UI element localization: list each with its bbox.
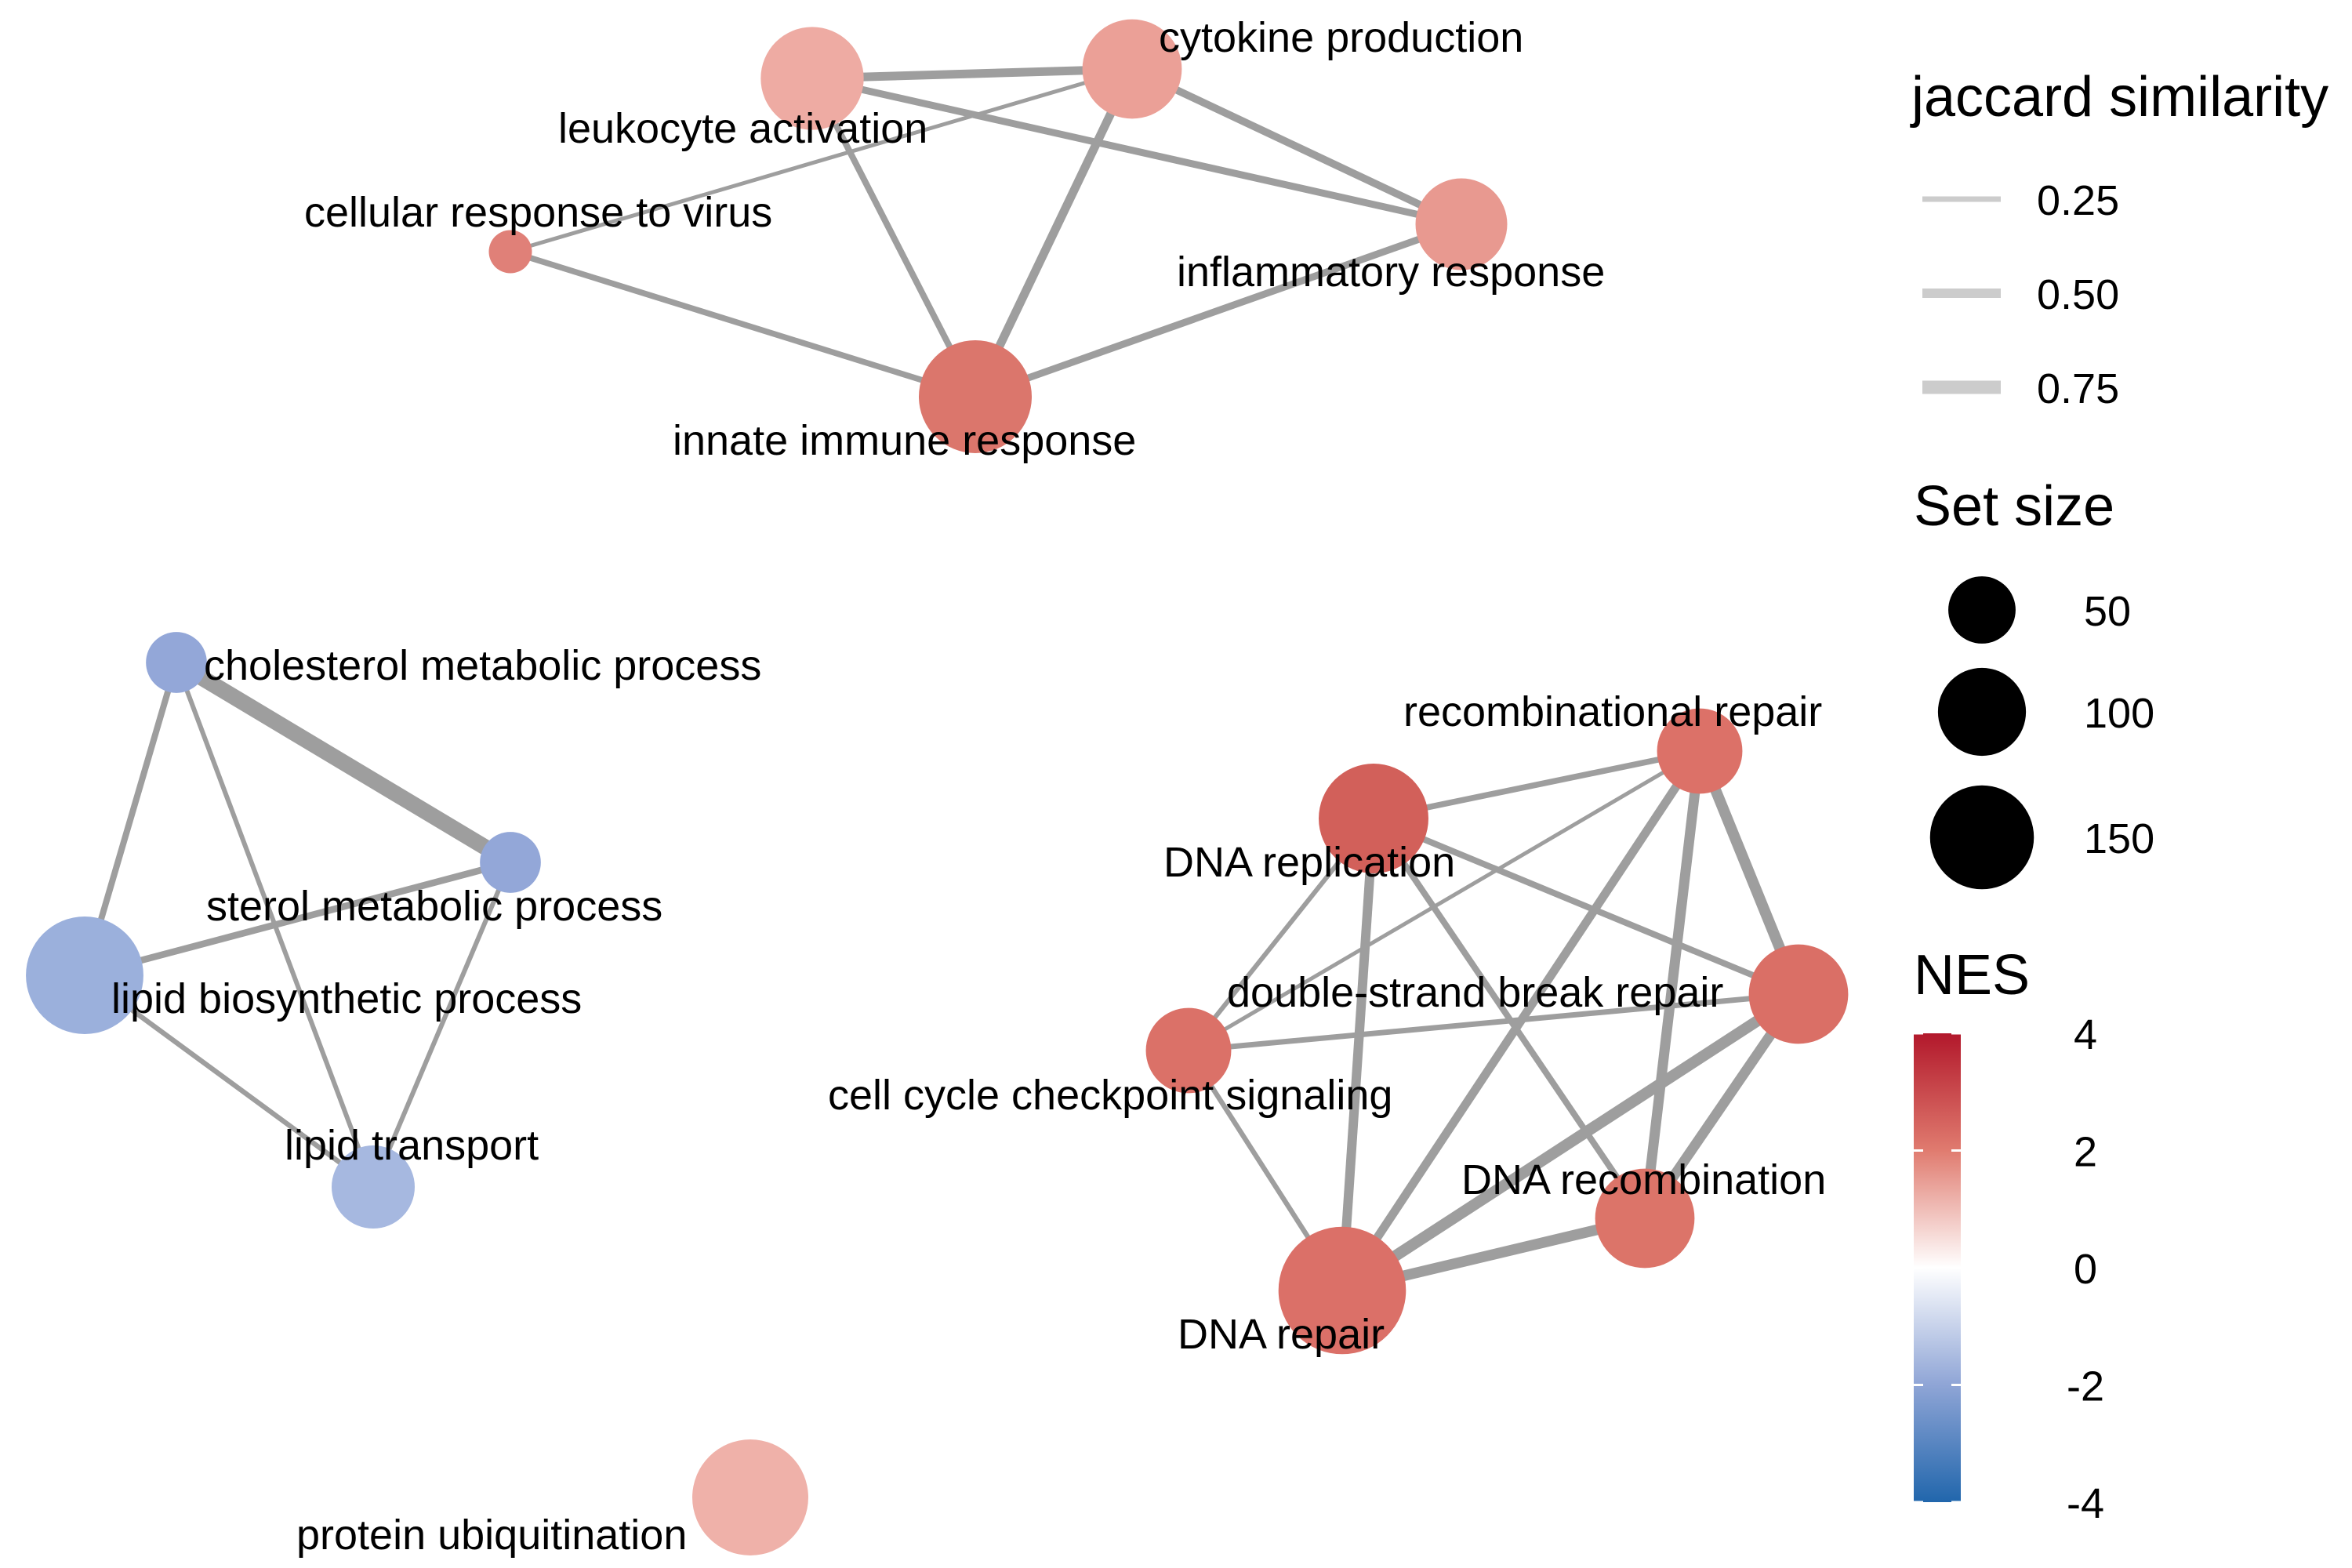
edge-leukocyte_activation-inflammatory_response bbox=[811, 74, 1462, 228]
legend: jaccard similarity 0.25 0.50 0.75 Set size… bbox=[1910, 66, 2328, 1527]
node-cytokine_production[interactable] bbox=[1082, 19, 1182, 119]
jaccard-legend: jaccard similarity 0.25 0.50 0.75 bbox=[1910, 66, 2328, 412]
node-layer bbox=[26, 19, 1849, 1555]
node-leukocyte_activation[interactable] bbox=[760, 27, 864, 130]
node-cellular_response_to_virus[interactable] bbox=[488, 230, 532, 274]
node-label-inflammatory_response: inflammatory response bbox=[1177, 249, 1605, 296]
node-dna_replication[interactable] bbox=[1319, 764, 1428, 873]
edge-double_strand_break_repair-dna_repair bbox=[1339, 989, 1802, 1296]
nes-tick-label-0: 0 bbox=[2074, 1246, 2097, 1293]
node-label-cytokine_production: cytokine production bbox=[1159, 14, 1523, 61]
node-sterol_metabolic_process[interactable] bbox=[480, 832, 541, 893]
nes-legend-title: NES bbox=[1914, 944, 2030, 1007]
nes-tick-label-2: 2 bbox=[2074, 1129, 2097, 1176]
node-label-innate_immune_response: innate immune response bbox=[673, 417, 1136, 464]
edge-layer bbox=[82, 64, 1804, 1296]
node-label-dna_recombination: DNA recombination bbox=[1461, 1156, 1826, 1203]
jaccard-legend-label-0.75: 0.75 bbox=[2037, 365, 2119, 412]
node-label-recombinational_repair: recombinational repair bbox=[1403, 688, 1822, 735]
nes-tick-label--4: -4 bbox=[2067, 1480, 2104, 1527]
label-layer: leukocyte activation cytokine production c… bbox=[111, 14, 1826, 1559]
node-label-dna_replication: DNA replication bbox=[1163, 839, 1455, 886]
node-innate_immune_response[interactable] bbox=[918, 339, 1033, 454]
node-lipid_transport[interactable] bbox=[332, 1145, 415, 1229]
edge-cytokine_production-innate_immune_response bbox=[971, 67, 1136, 399]
node-label-cellular_response_to_virus: cellular response to virus bbox=[304, 189, 772, 236]
nes-tick-label-4: 4 bbox=[2074, 1011, 2097, 1058]
node-label-sterol_metabolic_process: sterol metabolic process bbox=[206, 883, 662, 930]
edge-leukocyte_activation-cytokine_production bbox=[811, 64, 1133, 83]
size-legend-circle-50 bbox=[1948, 576, 2016, 644]
node-lipid_biosynthetic_process[interactable] bbox=[26, 916, 143, 1034]
edge-recombinational_repair-dna_recombination bbox=[1639, 750, 1705, 1219]
jaccard-legend-keys: 0.25 0.50 0.75 bbox=[1922, 177, 2119, 412]
size-legend-label-100: 100 bbox=[2084, 690, 2154, 737]
edge-sterol_metabolic_process-lipid_biosynthetic_process bbox=[83, 858, 512, 979]
edge-cholesterol_metabolic_process-sterol_metabolic_process bbox=[172, 655, 515, 869]
size-legend: Set size 50 100 150 bbox=[1914, 475, 2154, 890]
size-legend-title: Set size bbox=[1914, 475, 2114, 538]
node-dna_recombination[interactable] bbox=[1595, 1168, 1695, 1269]
size-legend-label-50: 50 bbox=[2084, 588, 2131, 635]
node-inflammatory_response[interactable] bbox=[1415, 178, 1508, 270]
edge-dna_replication-dna_repair bbox=[1338, 818, 1378, 1291]
edge-recombinational_repair-dna_replication bbox=[1373, 748, 1700, 822]
edge-dna_replication-double_strand_break_repair bbox=[1372, 815, 1800, 997]
node-label-cholesterol_metabolic_process: cholesterol metabolic process bbox=[204, 642, 761, 689]
node-label-leukocyte_activation: leukocyte activation bbox=[558, 105, 927, 152]
node-label-double_strand_break_repair: double-strand break repair bbox=[1227, 969, 1723, 1016]
size-legend-keys: 50 100 150 bbox=[1929, 576, 2154, 890]
size-legend-label-150: 150 bbox=[2084, 815, 2154, 862]
node-dna_repair[interactable] bbox=[1278, 1226, 1406, 1355]
node-cell_cycle_checkpoint_signaling[interactable] bbox=[1145, 1007, 1232, 1094]
jaccard-legend-title: jaccard similarity bbox=[1910, 66, 2328, 129]
node-label-cell_cycle_checkpoint_signaling: cell cycle checkpoint signaling bbox=[828, 1072, 1392, 1119]
node-protein_ubiquitination[interactable] bbox=[692, 1439, 808, 1555]
node-double_strand_break_repair[interactable] bbox=[1748, 944, 1849, 1044]
node-recombinational_repair[interactable] bbox=[1657, 708, 1743, 794]
edge-leukocyte_activation-innate_immune_response bbox=[809, 77, 978, 398]
edge-cytokine_production-cellular_response_to_virus bbox=[510, 67, 1133, 254]
node-label-dna_repair: DNA repair bbox=[1178, 1311, 1385, 1358]
jaccard-legend-label-0.25: 0.25 bbox=[2037, 177, 2119, 224]
node-label-lipid_transport: lipid transport bbox=[285, 1122, 539, 1169]
size-legend-circle-150 bbox=[1929, 785, 2034, 890]
edge-lipid_biosynthetic_process-lipid_transport bbox=[83, 973, 375, 1189]
edge-cytokine_production-inflammatory_response bbox=[1130, 65, 1464, 228]
edge-cellular_response_to_virus-innate_immune_response bbox=[509, 249, 977, 400]
size-legend-circle-100 bbox=[1937, 667, 2027, 757]
node-label-protein_ubiquitination: protein ubiquitination bbox=[296, 1512, 687, 1559]
edge-sterol_metabolic_process-lipid_transport bbox=[371, 861, 513, 1189]
node-label-lipid_biosynthetic_process: lipid biosynthetic process bbox=[111, 975, 582, 1022]
edge-double_strand_break_repair-cell_cycle_checkpoint_signaling bbox=[1188, 991, 1799, 1054]
nes-colorbar-ticks: 4 2 0 -2 -4 bbox=[1914, 1011, 2104, 1527]
node-cholesterol_metabolic_process[interactable] bbox=[146, 632, 207, 693]
nes-tick-label--2: -2 bbox=[2067, 1363, 2104, 1410]
edge-inflammatory_response-innate_immune_response bbox=[974, 220, 1463, 401]
edge-recombinational_repair-cell_cycle_checkpoint_signaling bbox=[1187, 749, 1701, 1053]
nes-legend: NES 4 2 0 -2 -4 bbox=[1914, 944, 2104, 1527]
jaccard-legend-label-0.50: 0.50 bbox=[2037, 271, 2119, 318]
